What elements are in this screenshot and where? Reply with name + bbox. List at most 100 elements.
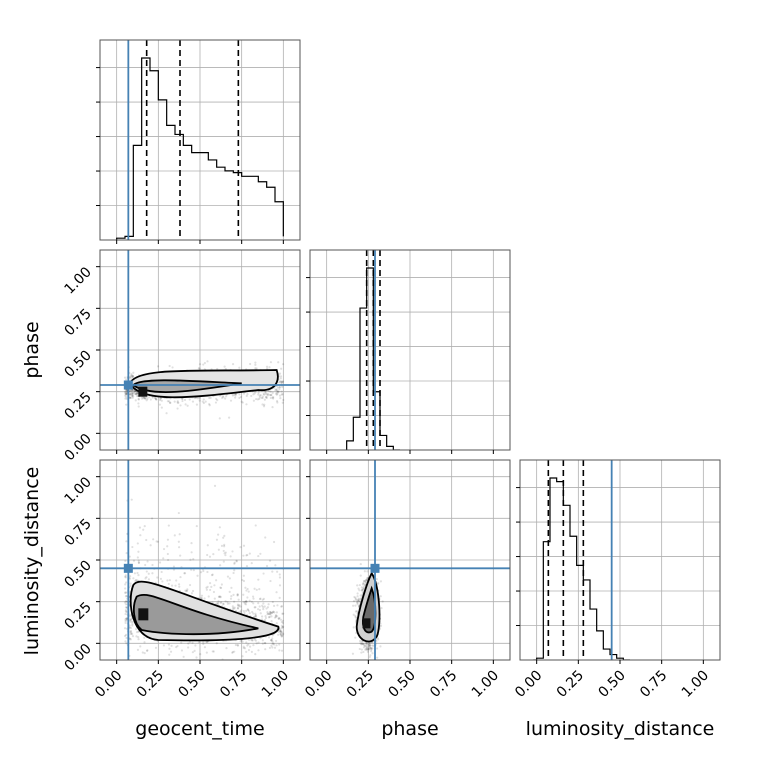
x-tick-label: 0.75: [427, 668, 460, 701]
scatter-point: [271, 640, 274, 643]
scatter-point: [245, 600, 248, 604]
scatter-point: [170, 644, 173, 647]
scatter-point: [185, 589, 188, 593]
scatter-point: [125, 392, 128, 395]
scatter-point: [215, 579, 218, 582]
scatter-point: [176, 401, 179, 404]
scatter-point: [236, 593, 239, 596]
scatter-point: [141, 397, 145, 400]
scatter-point: [257, 602, 260, 605]
scatter-point: [206, 544, 209, 547]
scatter-point: [129, 582, 132, 585]
scatter-point: [370, 647, 373, 650]
scatter-point: [200, 571, 203, 574]
scatter-point: [138, 526, 142, 529]
scatter-point: [188, 640, 192, 644]
scatter-point: [239, 610, 242, 613]
scatter-point: [191, 641, 194, 644]
scatter-point: [257, 649, 260, 652]
scatter-point: [236, 594, 239, 597]
scatter-point: [211, 650, 214, 653]
scatter-point: [280, 390, 283, 393]
scatter-point: [368, 642, 371, 646]
scatter-point: [368, 642, 371, 645]
scatter-point: [208, 403, 211, 406]
scatter-point: [137, 402, 140, 405]
scatter-point: [356, 599, 359, 602]
scatter-point: [229, 399, 233, 402]
scatter-point: [256, 398, 259, 401]
scatter-point: [264, 395, 268, 399]
scatter-point: [245, 554, 248, 557]
scatter-point: [379, 580, 383, 583]
scatter-point: [250, 639, 254, 642]
scatter-point: [279, 630, 282, 633]
scatter-point: [366, 643, 369, 646]
scatter-point: [128, 392, 132, 396]
scatter-point: [357, 587, 360, 590]
scatter-point: [166, 558, 170, 562]
scatter-point: [264, 391, 267, 394]
scatter-point: [264, 536, 267, 539]
scatter-point: [362, 643, 365, 646]
scatter-point: [225, 395, 228, 398]
scatter-point: [265, 396, 268, 399]
scatter-point: [228, 577, 231, 580]
scatter-point: [248, 552, 251, 555]
scatter-point: [123, 376, 127, 379]
scatter-point: [220, 583, 223, 586]
scatter-point: [351, 652, 355, 655]
scatter-point: [152, 538, 155, 541]
scatter-point: [280, 630, 283, 633]
scatter-point: [266, 606, 270, 609]
scatter-point: [124, 619, 127, 623]
scatter-point: [190, 551, 193, 554]
scatter-point: [274, 564, 277, 567]
scatter-point: [136, 571, 139, 575]
scatter-point: [275, 644, 278, 647]
scatter-point: [218, 595, 221, 598]
truth-marker: [370, 563, 380, 573]
scatter-point: [253, 615, 256, 618]
scatter-point: [360, 640, 364, 643]
scatter-point: [193, 649, 196, 652]
scatter-point: [365, 645, 369, 648]
scatter-point: [124, 591, 127, 594]
histogram-step: [346, 267, 400, 450]
scatter-point: [155, 398, 158, 401]
scatter-point: [368, 645, 371, 648]
scatter-point: [263, 641, 266, 645]
scatter-point: [142, 528, 145, 531]
scatter-point: [254, 367, 257, 370]
scatter-point: [160, 570, 163, 574]
scatter-point: [236, 593, 239, 596]
density-peak: [138, 608, 149, 621]
scatter-point: [181, 399, 184, 403]
scatter-point: [222, 560, 225, 563]
scatter-point: [184, 403, 187, 406]
scatter-point: [252, 399, 255, 402]
contour-inner: [131, 379, 242, 393]
scatter-point: [255, 642, 258, 645]
scatter-point: [265, 607, 268, 610]
scatter-point: [358, 583, 361, 587]
scatter-point: [154, 396, 157, 400]
scatter-point: [135, 394, 139, 398]
scatter-point: [145, 399, 148, 402]
scatter-point: [271, 611, 274, 614]
scatter-point: [131, 622, 134, 626]
scatter-point: [280, 649, 284, 652]
y-tick-label: 0.50: [61, 558, 94, 591]
scatter-point: [370, 650, 373, 653]
scatter-point: [125, 392, 128, 395]
scatter-point: [248, 638, 251, 641]
scatter-point: [245, 650, 248, 653]
scatter-point: [276, 389, 279, 393]
scatter-point: [196, 397, 200, 400]
scatter-point: [363, 585, 366, 588]
scatter-point: [361, 583, 364, 586]
scatter-point: [265, 365, 269, 368]
scatter-point: [224, 554, 227, 557]
scatter-point: [206, 553, 209, 557]
